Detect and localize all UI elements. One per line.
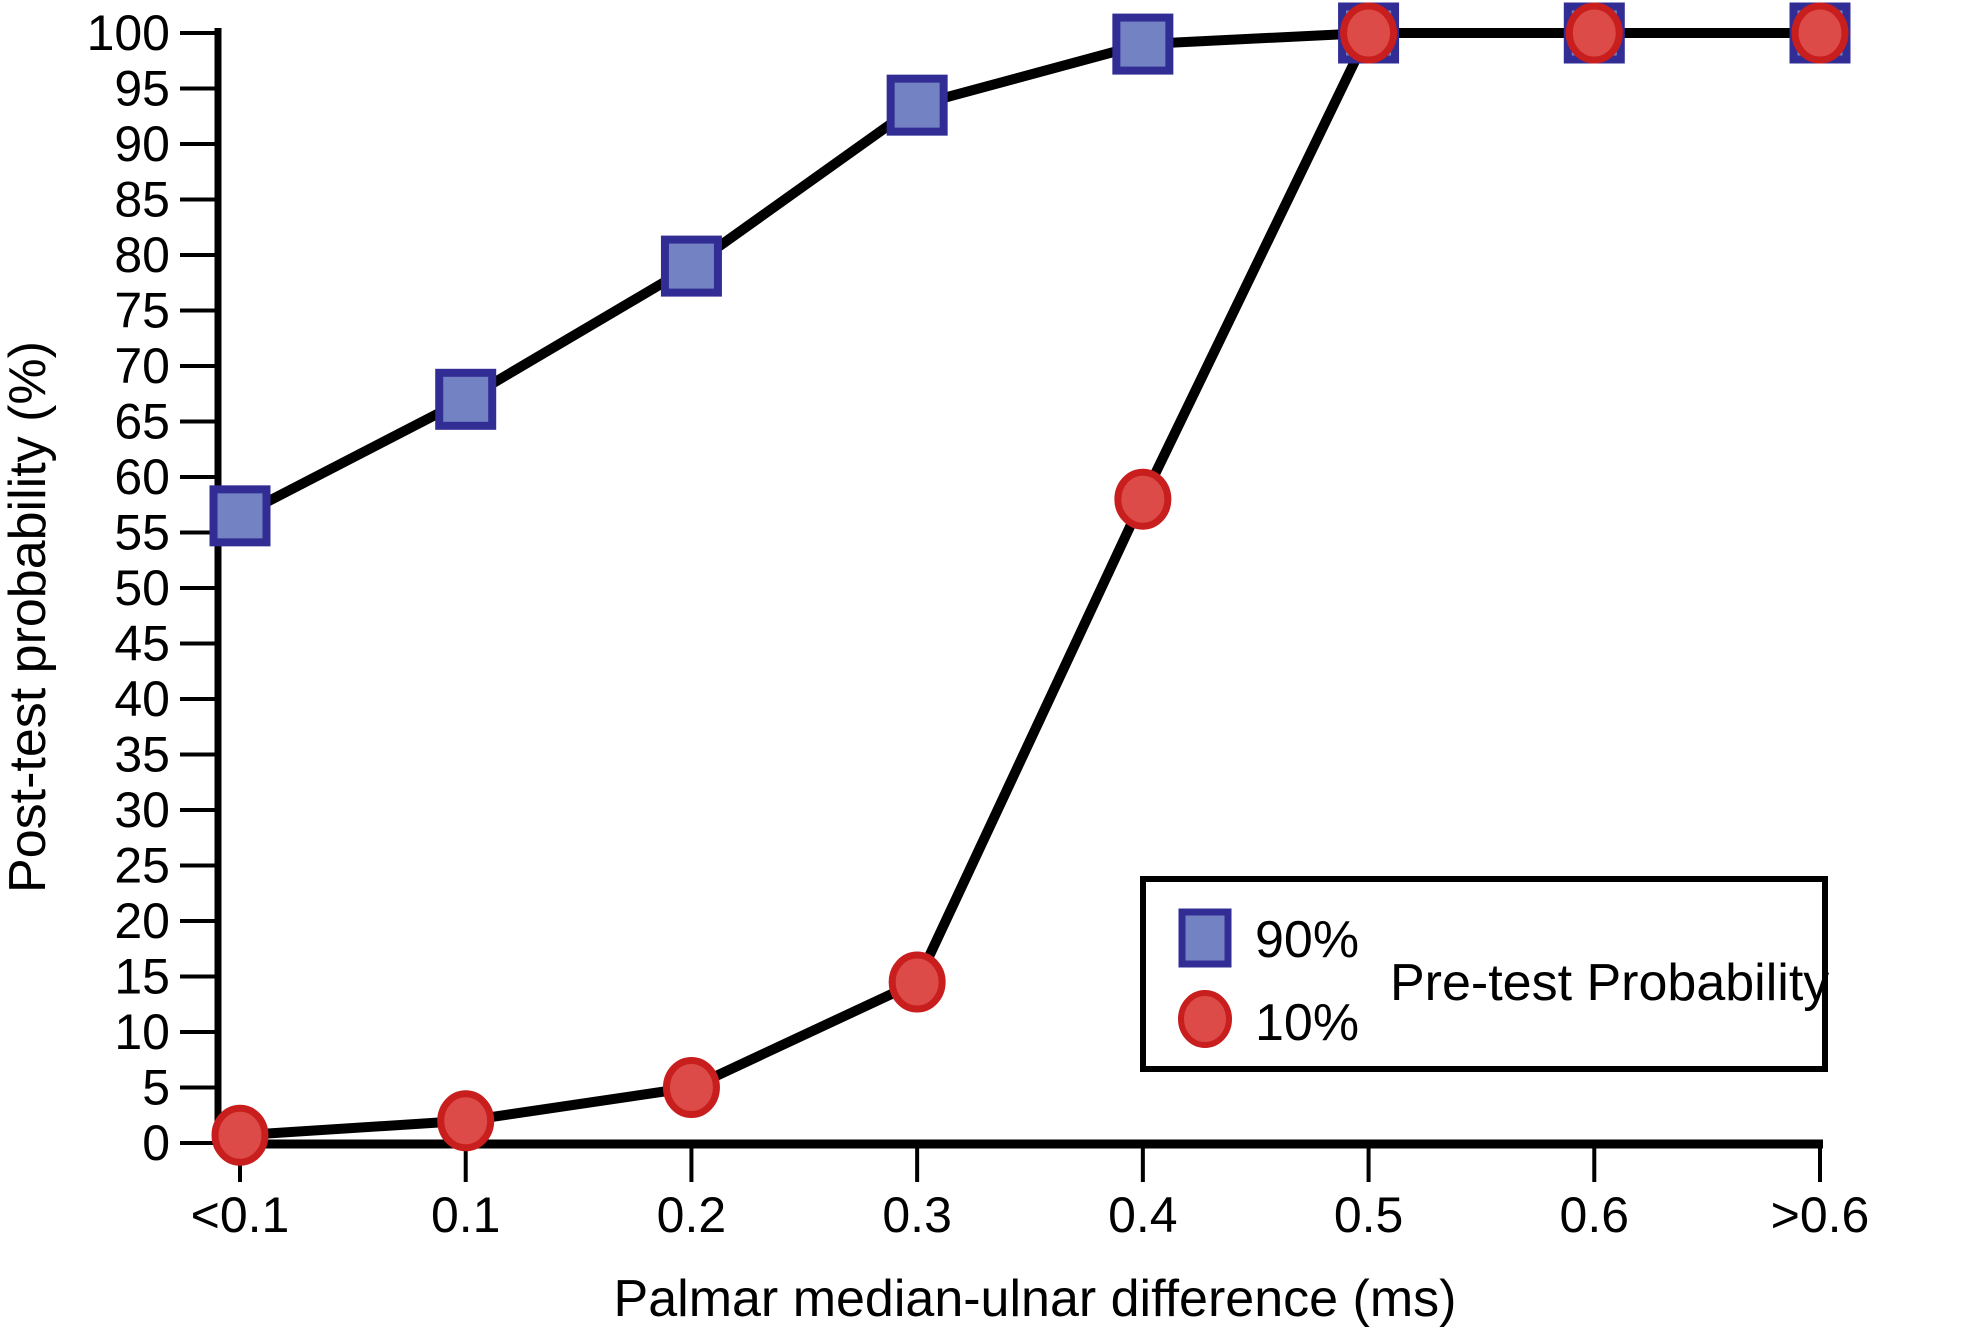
y-tick-label: 20 [114, 893, 170, 949]
x-tick-label: 0.4 [1108, 1187, 1178, 1243]
y-tick-label: 30 [114, 782, 170, 838]
data-point-circle [1340, 2, 1398, 64]
y-tick-label: 50 [114, 560, 170, 616]
x-tick-label: 0.3 [882, 1187, 952, 1243]
y-tick-label: 10 [114, 1004, 170, 1060]
data-point-circle [662, 1057, 720, 1118]
y-tick-label: 75 [114, 283, 170, 339]
legend-box [1140, 876, 1828, 1072]
x-tick-label: 0.6 [1560, 1187, 1630, 1243]
x-tick-label: 0.2 [657, 1187, 727, 1243]
x-tick-label: 0.1 [431, 1187, 501, 1243]
y-tick-label: 0 [142, 1115, 170, 1171]
circle-markers [211, 2, 1849, 1166]
x-axis-title: Palmar median-ulnar difference (ms) [614, 1270, 1457, 1328]
data-point-square [660, 235, 722, 297]
x-tick-label: <0.1 [191, 1187, 290, 1243]
data-point-square [886, 74, 948, 136]
legend-square-swatch [1178, 908, 1232, 968]
data-point-circle [211, 1104, 269, 1166]
y-tick-label: 90 [114, 116, 170, 172]
y-tick-group: 0510152025303540455055606570758085909510… [87, 5, 218, 1171]
y-tick-label: 25 [114, 838, 170, 894]
data-point-circle [1565, 2, 1623, 64]
y-tick-label: 5 [142, 1060, 170, 1116]
legend-title: Pre-test Probability [1390, 954, 1829, 1012]
y-tick-label: 60 [114, 449, 170, 505]
y-tick-label: 55 [114, 505, 170, 561]
data-point-circle [437, 1090, 495, 1152]
y-tick-label: 35 [114, 727, 170, 783]
data-point-square [209, 485, 271, 547]
legend-label-90: 90% [1255, 911, 1359, 969]
y-tick-label: 85 [114, 172, 170, 228]
legend-label-10: 10% [1255, 994, 1359, 1052]
legend-circle-swatch [1178, 990, 1232, 1048]
y-tick-label: 45 [114, 616, 170, 672]
y-tick-label: 95 [114, 61, 170, 117]
data-point-square [1112, 13, 1174, 75]
y-tick-label: 65 [114, 394, 170, 450]
series-line-circle [239, 28, 1820, 1141]
data-point-circle [1791, 2, 1849, 64]
x-tick-label: >0.6 [1771, 1187, 1870, 1243]
data-point-circle [1114, 468, 1172, 530]
x-tick-group: <0.1 0.1 0.2 0.3 0.4 0.5 0.6 >0.6 [191, 1148, 1870, 1243]
data-point-square [435, 368, 497, 430]
y-tick-label: 40 [114, 671, 170, 727]
y-tick-label: 70 [114, 338, 170, 394]
legend: 90% 10% Pre-test Probability [1140, 876, 1829, 1072]
y-tick-label: 80 [114, 227, 170, 283]
y-tick-label: 15 [114, 949, 170, 1005]
y-axis-title: Post-test probability (%) [0, 341, 57, 893]
data-point-circle [888, 951, 946, 1013]
x-tick-label: 0.5 [1334, 1187, 1404, 1243]
y-tick-label: 100 [87, 5, 170, 61]
